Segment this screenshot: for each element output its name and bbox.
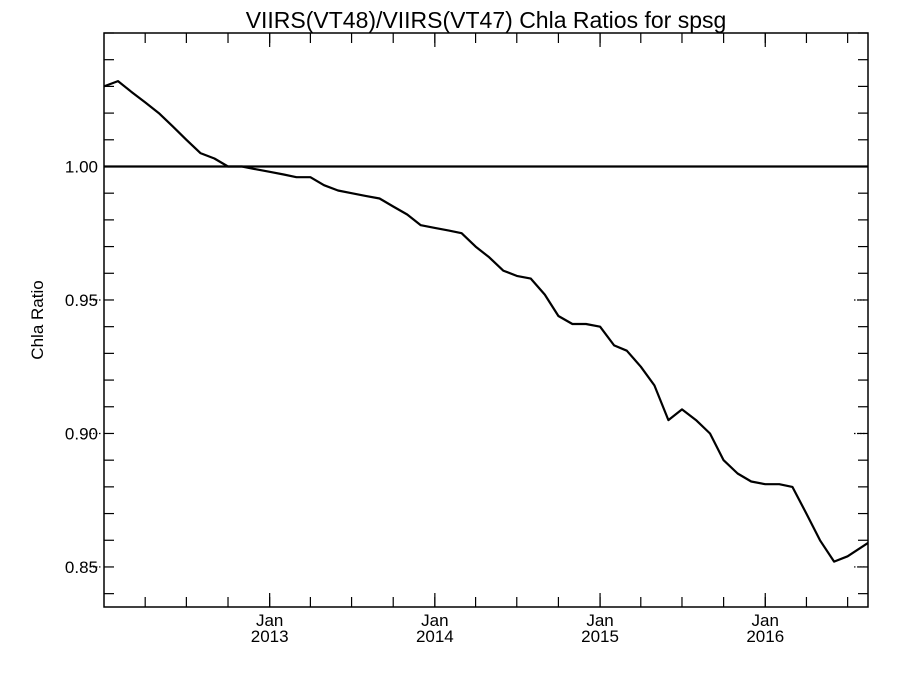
y-axis-label: Chla Ratio: [28, 280, 47, 359]
x-tick-label-year: 2016: [746, 627, 784, 646]
x-tick-label-year: 2015: [581, 627, 619, 646]
series-line: [103, 80, 869, 563]
y-tick-label: 0.90: [65, 424, 98, 443]
plot-frame: [103, 32, 869, 608]
x-tick-label-month: Jan: [421, 611, 448, 630]
x-tick-label-month: Jan: [256, 611, 283, 630]
x-tick-label-year: 2013: [251, 627, 289, 646]
y-axis-ticks: 0.85 0.90 0.95 1.00: [65, 32, 868, 595]
y-tick-label: 0.85: [65, 558, 98, 577]
y-tick-label: 0.95: [65, 291, 98, 310]
x-tick-label-month: Jan: [752, 611, 779, 630]
chart-title: VIIRS(VT48)/VIIRS(VT47) Chla Ratios for …: [246, 7, 727, 33]
y-tick-label: 1.00: [65, 157, 98, 176]
x-tick-label-month: Jan: [586, 611, 613, 630]
x-tick-label-year: 2014: [416, 627, 454, 646]
